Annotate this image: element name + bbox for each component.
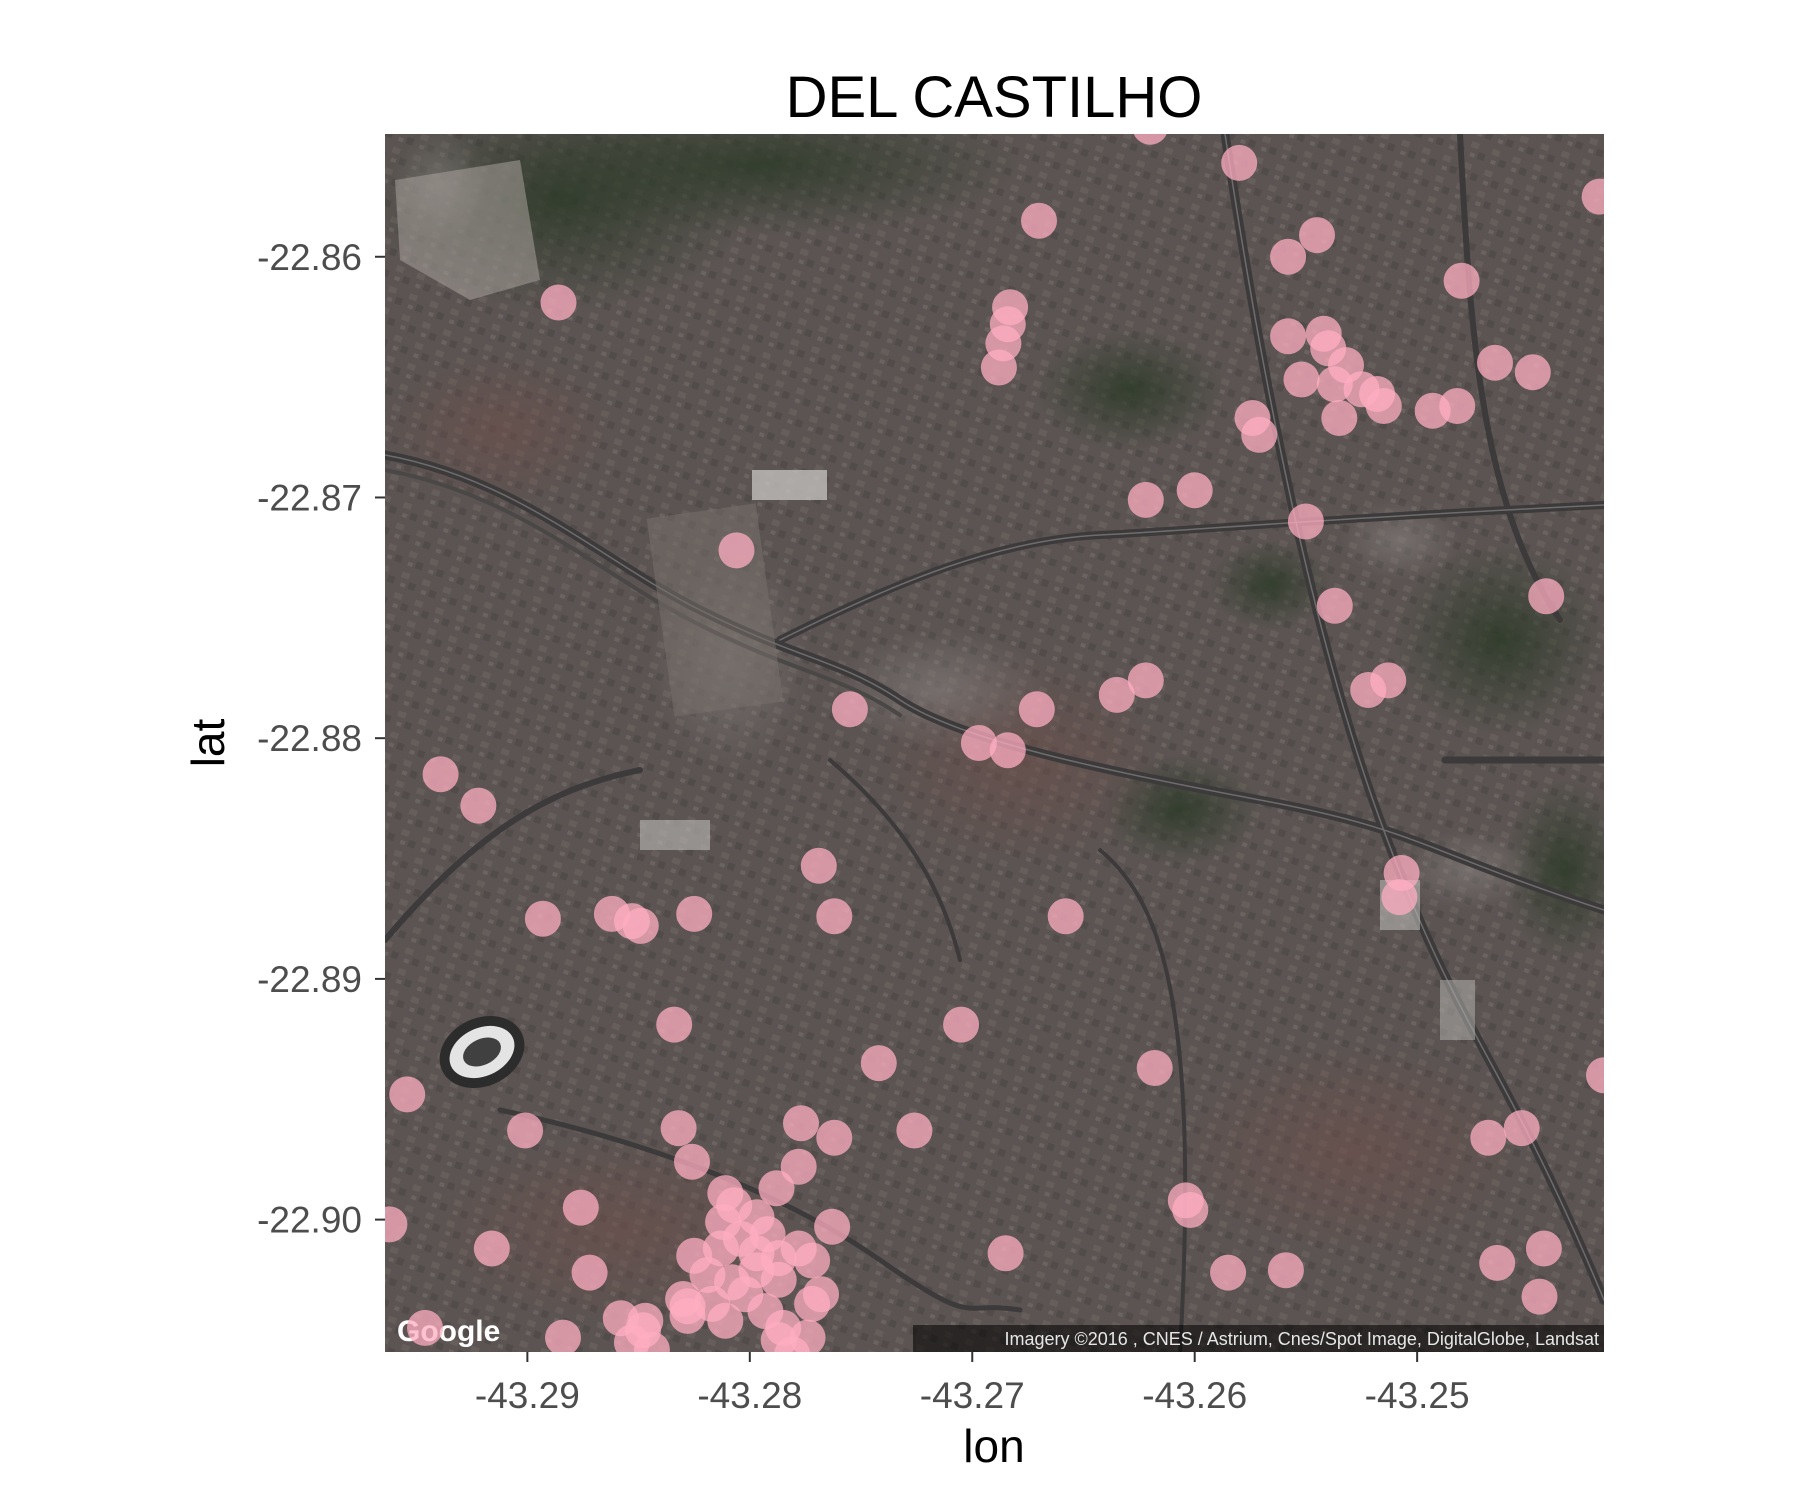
- data-point-21: [1321, 400, 1358, 436]
- data-point-32: [1316, 587, 1353, 624]
- data-point-40: [960, 725, 997, 761]
- data-point-53: [1047, 898, 1084, 935]
- data-point-2: [1021, 202, 1057, 239]
- y-tick-label-1: -22.87: [257, 477, 362, 518]
- data-point-37: [1127, 662, 1164, 699]
- data-point-63: [674, 1143, 710, 1180]
- data-point-106: [633, 1331, 670, 1352]
- data-point-50: [622, 907, 659, 944]
- data-point-29: [1176, 472, 1213, 509]
- data-point-56: [943, 1006, 980, 1043]
- data-point-84: [749, 1216, 786, 1253]
- data-point-80: [814, 1208, 851, 1245]
- data-point-12: [1270, 318, 1307, 355]
- points-layer: [385, 134, 1604, 1352]
- x-axis-title: lon: [963, 1420, 1024, 1472]
- data-point-25: [1414, 392, 1451, 429]
- data-point-1: [1221, 144, 1258, 181]
- data-point-43: [460, 787, 497, 824]
- data-point-3: [1581, 178, 1604, 215]
- data-point-112: [1267, 1252, 1304, 1289]
- data-point-28: [1127, 481, 1164, 518]
- data-point-44: [800, 847, 837, 884]
- x-axis: -43.29 -43.28 -43.27 -43.26 -43.25: [475, 1352, 1470, 1416]
- y-tick-label-2: -22.88: [257, 718, 362, 759]
- data-point-27: [1241, 416, 1278, 453]
- data-point-23: [1514, 354, 1551, 391]
- data-point-59: [660, 1110, 697, 1147]
- data-point-33: [1528, 578, 1565, 615]
- data-point-57: [389, 1076, 426, 1113]
- data-point-109: [669, 1297, 706, 1334]
- data-point-72: [473, 1230, 510, 1267]
- data-point-17: [1316, 366, 1353, 403]
- data-point-60: [783, 1105, 819, 1142]
- data-point-20: [1365, 388, 1402, 424]
- data-point-61: [816, 1119, 853, 1156]
- data-point-38: [1018, 691, 1055, 728]
- y-tick-label-3: -22.89: [257, 959, 362, 1000]
- data-point-42: [422, 756, 459, 793]
- data-point-66: [758, 1170, 795, 1207]
- data-point-118: [1586, 1057, 1604, 1094]
- data-point-114: [1479, 1244, 1516, 1281]
- data-point-88: [760, 1261, 797, 1298]
- data-point-113: [1525, 1230, 1562, 1267]
- data-point-46: [1381, 879, 1418, 916]
- data-point-7: [540, 284, 577, 321]
- data-point-30: [1287, 503, 1324, 540]
- imagery-attribution: Imagery ©2016 , CNES / Astrium, Cnes/Spo…: [1004, 1329, 1599, 1349]
- x-tick-label-2: -43.27: [920, 1375, 1025, 1416]
- data-point-5: [1270, 238, 1307, 275]
- data-point-115: [1521, 1278, 1558, 1315]
- data-point-71: [385, 1206, 408, 1243]
- data-point-117: [1503, 1110, 1540, 1147]
- data-point-64: [780, 1148, 817, 1185]
- y-tick-label-0: -22.86: [257, 237, 362, 278]
- data-point-31: [718, 532, 755, 569]
- y-axis-title: lat: [182, 718, 234, 767]
- chart-title: DEL CASTILHO: [786, 65, 1203, 130]
- data-point-35: [1350, 672, 1387, 708]
- data-point-51: [676, 895, 713, 932]
- data-point-107: [407, 1309, 443, 1346]
- data-point-36: [1098, 676, 1135, 713]
- data-point-89: [794, 1242, 831, 1279]
- data-point-98: [707, 1302, 744, 1339]
- data-point-54: [656, 1006, 693, 1043]
- data-point-58: [507, 1112, 544, 1149]
- data-point-11: [980, 349, 1017, 386]
- x-tick-label-3: -43.26: [1142, 1375, 1247, 1416]
- data-point-6: [1443, 262, 1480, 299]
- data-point-4: [1299, 217, 1335, 254]
- data-point-16: [1283, 361, 1320, 398]
- data-point-110: [987, 1235, 1024, 1272]
- x-tick-label-4: -43.25: [1365, 1375, 1470, 1416]
- data-point-67: [1136, 1050, 1173, 1086]
- data-point-47: [524, 900, 561, 937]
- data-point-22: [1477, 344, 1513, 381]
- data-point-116: [1470, 1119, 1507, 1156]
- data-point-69: [1172, 1192, 1209, 1228]
- x-tick-label-1: -43.28: [697, 1375, 802, 1416]
- data-point-108: [545, 1319, 581, 1352]
- data-point-39: [831, 691, 868, 728]
- satellite-basemap: Imagery ©2016 , CNES / Astrium, Cnes/Spo…: [385, 134, 1604, 1352]
- data-point-70: [562, 1189, 599, 1226]
- y-axis: -22.86 -22.87 -22.88 -22.89 -22.90: [257, 237, 385, 1241]
- stadium-shape: [439, 1016, 525, 1088]
- data-point-73: [571, 1254, 608, 1291]
- data-point-55: [860, 1045, 897, 1082]
- data-point-62: [896, 1112, 933, 1149]
- data-point-101: [774, 1336, 810, 1352]
- y-tick-label-4: -22.90: [257, 1200, 362, 1241]
- x-tick-label-0: -43.29: [475, 1375, 580, 1416]
- data-point-0: [1133, 134, 1167, 145]
- data-point-96: [803, 1276, 839, 1313]
- data-point-41: [989, 732, 1026, 769]
- data-point-111: [1210, 1254, 1247, 1291]
- data-point-52: [816, 898, 853, 935]
